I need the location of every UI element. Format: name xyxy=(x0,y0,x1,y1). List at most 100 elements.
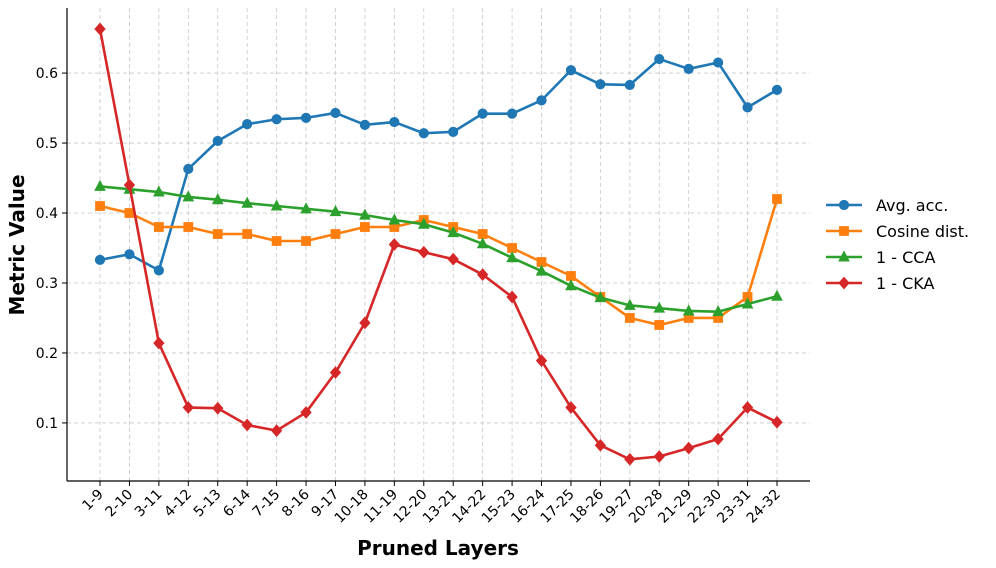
legend-marker xyxy=(839,226,849,236)
data-point xyxy=(94,179,106,191)
series-line xyxy=(99,185,778,313)
series-line xyxy=(98,28,778,461)
legend-marker xyxy=(838,199,850,211)
data-point xyxy=(624,79,635,91)
x-tick-label: 8-16 xyxy=(279,486,313,520)
data-point xyxy=(388,238,401,251)
data-point xyxy=(182,190,195,202)
data-point xyxy=(95,201,105,211)
data-point xyxy=(242,119,253,130)
data-point xyxy=(476,268,489,281)
axes xyxy=(66,8,810,482)
x-tick-label: 7-15 xyxy=(250,487,284,521)
series-1-cca xyxy=(94,179,783,317)
data-point xyxy=(270,199,283,211)
data-point xyxy=(301,236,311,246)
x-tick-label: 2-10 xyxy=(102,487,136,521)
data-point xyxy=(594,438,607,452)
data-point xyxy=(506,251,518,263)
legend-entry: 1 - CCA xyxy=(826,248,935,267)
y-ticks: 0.1 0.2 0.3 0.4 0.5 0.6 xyxy=(36,66,67,432)
data-point xyxy=(418,128,429,139)
data-point xyxy=(683,63,694,74)
data-point xyxy=(595,79,606,90)
data-point xyxy=(241,196,254,208)
data-point xyxy=(212,401,224,415)
legend-entry: Cosine dist. xyxy=(826,222,969,241)
y-tick-label: 0.2 xyxy=(36,346,58,362)
x-axis-title: Pruned Layers xyxy=(357,536,519,560)
legend-entry: Avg. acc. xyxy=(826,196,948,215)
data-point xyxy=(594,291,607,303)
data-point xyxy=(329,366,342,379)
data-point xyxy=(300,202,312,214)
data-point xyxy=(447,252,459,266)
y-tick-label: 0.1 xyxy=(36,416,58,432)
y-axis-title: Metric Value xyxy=(5,174,29,315)
data-point xyxy=(477,229,488,239)
data-point xyxy=(742,102,753,113)
data-point xyxy=(211,193,224,205)
data-point xyxy=(123,178,136,192)
data-point xyxy=(300,406,312,419)
data-point xyxy=(330,107,341,119)
data-point xyxy=(447,226,460,238)
data-point xyxy=(153,222,164,232)
data-point xyxy=(741,297,754,309)
legend-label: 1 - CKA xyxy=(876,274,935,293)
data-point xyxy=(772,194,782,204)
data-point xyxy=(507,243,517,253)
series-line xyxy=(99,198,779,327)
data-point xyxy=(506,290,518,304)
data-point xyxy=(683,441,695,455)
data-point xyxy=(182,401,194,414)
data-point xyxy=(624,452,636,466)
data-point xyxy=(183,163,194,175)
data-point xyxy=(535,354,548,368)
data-point xyxy=(124,249,135,260)
legend-entry: 1 - CKA xyxy=(826,274,935,293)
legend-marker xyxy=(838,250,850,262)
data-point xyxy=(330,229,341,239)
y-tick-label: 0.3 xyxy=(36,276,58,292)
data-point xyxy=(418,245,430,259)
data-point xyxy=(94,22,106,36)
data-point xyxy=(153,336,165,350)
data-point xyxy=(124,208,135,218)
series-1-cka xyxy=(94,22,783,466)
data-point xyxy=(241,418,253,432)
data-point xyxy=(359,119,371,130)
data-point xyxy=(242,229,253,239)
data-point xyxy=(388,213,401,225)
y-tick-label: 0.5 xyxy=(36,136,58,152)
data-point xyxy=(682,304,695,316)
data-point xyxy=(653,301,666,313)
y-tick-label: 0.4 xyxy=(36,206,58,222)
data-point xyxy=(153,185,165,197)
x-tick-label: 5-13 xyxy=(191,487,225,521)
x-tick-label: 6-14 xyxy=(220,486,254,520)
series-avg-acc xyxy=(94,53,783,276)
data-point xyxy=(212,229,223,239)
data-point xyxy=(565,279,577,291)
data-point xyxy=(94,254,106,265)
data-point xyxy=(771,289,783,301)
data-point xyxy=(654,320,665,330)
x-ticks: 1-92-103-114-125-136-147-158-169-1710-18… xyxy=(79,481,784,527)
series-layer xyxy=(94,22,783,466)
series-line xyxy=(99,57,778,272)
data-point xyxy=(389,116,400,128)
data-point xyxy=(712,432,724,446)
data-point xyxy=(212,135,223,147)
legend-label: 1 - CCA xyxy=(876,248,935,267)
data-point xyxy=(623,298,636,310)
data-point xyxy=(329,205,342,217)
data-point xyxy=(448,126,459,137)
data-point xyxy=(565,401,577,414)
data-point xyxy=(271,236,282,246)
data-point xyxy=(359,208,371,220)
data-point xyxy=(712,305,724,317)
data-point xyxy=(566,271,576,281)
data-point xyxy=(270,424,283,437)
